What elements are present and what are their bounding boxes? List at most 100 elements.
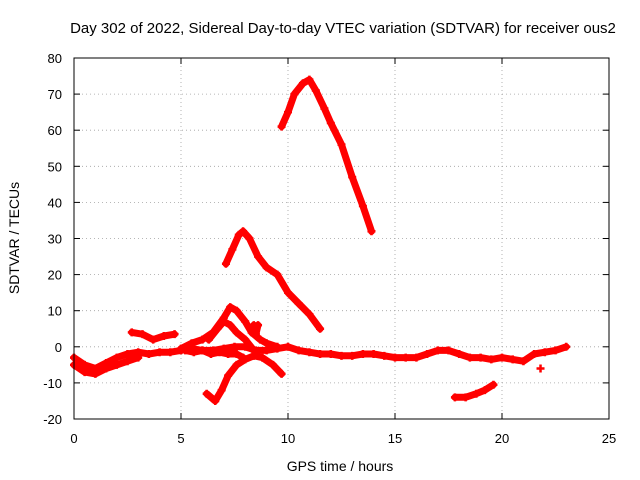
data-point: [305, 348, 314, 357]
data-point: [401, 353, 410, 362]
y-tick-label: 40: [48, 195, 62, 210]
data-point: [138, 330, 147, 339]
data-point: [254, 321, 263, 330]
data-point: [159, 331, 168, 340]
data-point: [226, 303, 235, 312]
plot-frame: [73, 57, 610, 420]
data-point: [256, 335, 265, 344]
data-point: [316, 324, 325, 333]
data-point: [284, 288, 292, 297]
series-arc-late-dip: [450, 380, 498, 402]
data-point: [262, 263, 271, 272]
data-point: [358, 350, 367, 359]
data-point: [311, 86, 320, 95]
data-point: [519, 357, 528, 366]
y-tick-label: 70: [48, 87, 62, 102]
data-point: [213, 324, 222, 333]
x-axis-label: GPS time / hours: [287, 458, 394, 474]
data-point: [80, 360, 89, 369]
y-tick-label: 10: [48, 304, 62, 319]
data-point: [232, 360, 241, 369]
data-point: [508, 355, 517, 364]
data-point: [262, 339, 271, 348]
data-point: [245, 234, 254, 243]
data-point: [412, 353, 421, 362]
data-point: [204, 335, 213, 344]
data-point: [112, 353, 121, 362]
x-tick-label: 25: [602, 431, 616, 446]
data-point: [551, 346, 560, 355]
y-tick-label: 50: [48, 159, 62, 174]
data-point: [461, 393, 470, 402]
data-point: [249, 351, 258, 360]
series-arc-dip-15: [202, 351, 286, 405]
data-point: [369, 350, 378, 359]
series-arc-main-band: [70, 342, 571, 373]
data-point: [189, 348, 198, 357]
data-point: [498, 353, 506, 362]
data-point: [112, 360, 121, 369]
data-point: [540, 348, 549, 357]
data-point: [224, 371, 233, 380]
data-point: [239, 353, 248, 362]
data-point: [476, 353, 485, 362]
data-series: [70, 75, 571, 405]
y-tick-label: 20: [48, 268, 62, 283]
data-point: [241, 317, 250, 326]
data-point: [215, 348, 224, 357]
grid: [74, 58, 609, 419]
data-point: [450, 393, 459, 402]
data-point: [134, 353, 143, 362]
data-point: [326, 118, 335, 127]
series-arc-peak-32: [221, 227, 325, 333]
data-point: [305, 310, 314, 319]
data-point: [202, 389, 211, 398]
y-tick-label: 0: [55, 340, 62, 355]
data-point: [298, 79, 307, 88]
data-point: [102, 364, 111, 373]
data-point: [198, 346, 207, 355]
data-point: [316, 350, 325, 359]
data-point: [269, 360, 278, 369]
data-point: [305, 75, 314, 84]
data-point: [294, 299, 303, 308]
x-tick-label: 20: [495, 431, 509, 446]
data-point: [465, 353, 474, 362]
data-point: [444, 346, 453, 355]
data-point: [562, 342, 571, 351]
data-point: [149, 335, 158, 344]
data-point: [536, 364, 545, 373]
y-tick-label: 60: [48, 123, 62, 138]
data-point: [187, 339, 196, 348]
data-point: [348, 173, 357, 182]
data-point: [277, 369, 286, 378]
data-point: [455, 350, 464, 359]
data-point: [239, 227, 248, 236]
data-point: [423, 350, 432, 359]
data-point: [273, 270, 282, 279]
data-point: [123, 350, 132, 359]
series-arc-early-high: [127, 328, 179, 344]
y-tick-label: -20: [43, 412, 62, 427]
series-arc-spike: [249, 321, 263, 339]
y-axis-label: SDTVAR / TECUs: [6, 182, 22, 294]
series-line: [203, 352, 286, 405]
data-point: [290, 90, 299, 99]
data-point: [217, 386, 226, 395]
data-point: [380, 351, 389, 360]
data-point: [211, 396, 220, 405]
data-point: [127, 328, 136, 337]
data-point: [144, 350, 153, 359]
data-point: [284, 342, 292, 351]
y-tick-label: -10: [43, 376, 62, 391]
data-point: [221, 259, 230, 268]
series-arc-peak-74: [277, 75, 376, 236]
data-point: [262, 346, 271, 355]
data-point: [166, 348, 175, 357]
data-point: [224, 350, 233, 359]
y-tick-label: 30: [48, 232, 62, 247]
data-point: [181, 346, 190, 355]
data-point: [251, 330, 260, 339]
data-point: [530, 350, 539, 359]
